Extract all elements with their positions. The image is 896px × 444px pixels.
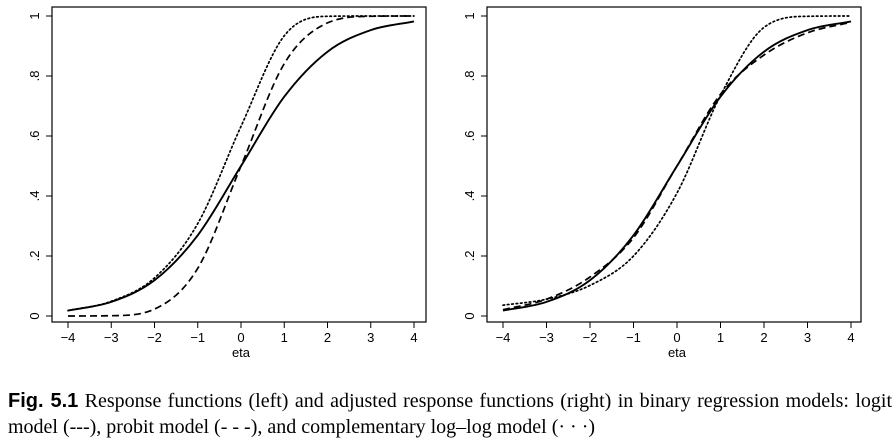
- y-tick-label: .6: [462, 131, 477, 142]
- x-tick-label: 3: [804, 330, 811, 345]
- x-tick-label: 1: [717, 330, 724, 345]
- x-tick-label: −4: [496, 330, 511, 345]
- y-tick-label: 1: [462, 12, 477, 19]
- x-tick-label: −2: [147, 330, 162, 345]
- figure-caption: Fig. 5.1 Response functions (left) and a…: [8, 388, 892, 440]
- y-tick-label: 0: [27, 312, 42, 319]
- right-plot-panel: −4 −3 −2 −1 0 1 2 3 4 0 .2 .4 .6 .8 1 eta: [462, 6, 862, 360]
- x-tick-label: −1: [626, 330, 641, 345]
- x-tick-label: 2: [760, 330, 767, 345]
- x-tick-label: −3: [104, 330, 119, 345]
- series-line-dashed: [67, 15, 415, 317]
- y-tick-label: .8: [27, 71, 42, 82]
- caption-figure-label: Fig. 5.1: [8, 390, 79, 412]
- caption-text: Response functions (left) and adjusted r…: [8, 390, 893, 438]
- x-tick-label: −1: [190, 330, 205, 345]
- y-tick-label: .4: [462, 191, 477, 202]
- y-tick-label: .2: [27, 251, 42, 262]
- plot-frame: [486, 6, 862, 323]
- x-tick-label: −4: [61, 330, 76, 345]
- x-tick-label: 2: [324, 330, 331, 345]
- y-tick-label: 1: [27, 12, 42, 19]
- left-plot-panel: −4 −3 −2 −1 0 1 2 3 4 0 .2 .4 .6 .8 1 eta: [27, 6, 427, 360]
- x-axis-title: eta: [668, 345, 687, 360]
- series-line-dotted: [502, 15, 852, 307]
- plot-frame: [51, 6, 427, 323]
- x-tick-label: 1: [281, 330, 288, 345]
- y-tick-label: .8: [462, 71, 477, 82]
- x-tick-label: −2: [583, 330, 598, 345]
- x-tick-label: 4: [847, 330, 854, 345]
- x-tick-label: 3: [367, 330, 374, 345]
- x-axis-title: eta: [232, 345, 251, 360]
- x-tick-label: 0: [673, 330, 680, 345]
- y-tick-label: .4: [27, 191, 42, 202]
- x-tick-label: −3: [539, 330, 554, 345]
- x-tick-label: 0: [237, 330, 244, 345]
- y-tick-label: .2: [462, 251, 477, 262]
- series-line-dashed: [502, 21, 852, 311]
- charts-figure: −4 −3 −2 −1 0 1 2 3 4 0 .2 .4 .6 .8 1 eta −4 −3 −2 −1 0 1 2 3 4…: [27, 6, 862, 360]
- y-tick-label: .6: [27, 131, 42, 142]
- x-tick-label: 4: [410, 330, 417, 345]
- y-tick-label: 0: [462, 312, 477, 319]
- series-line-dotted: [67, 15, 415, 312]
